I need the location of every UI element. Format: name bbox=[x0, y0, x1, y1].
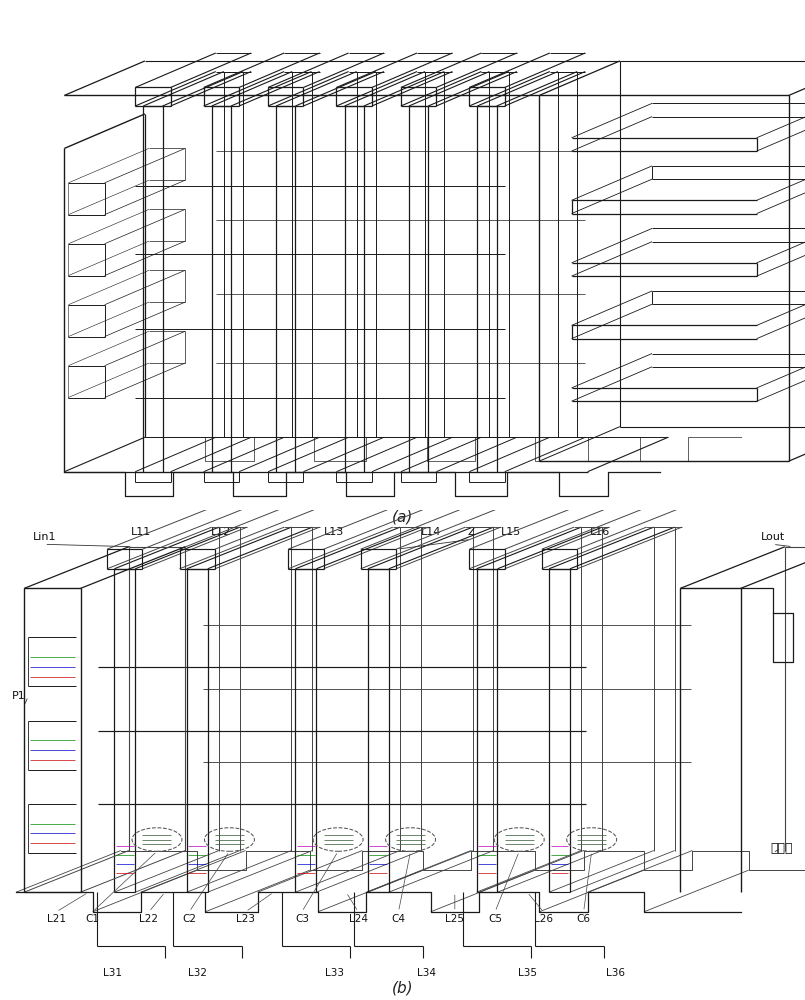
Text: Z: Z bbox=[467, 527, 475, 537]
Text: C2: C2 bbox=[182, 914, 196, 924]
Text: L23: L23 bbox=[236, 914, 255, 924]
Text: C4: C4 bbox=[391, 914, 406, 924]
Text: L33: L33 bbox=[324, 968, 344, 978]
Text: C1: C1 bbox=[85, 914, 100, 924]
Text: 接地端: 接地端 bbox=[770, 842, 793, 855]
Text: L22: L22 bbox=[139, 914, 159, 924]
Text: L24: L24 bbox=[349, 914, 368, 924]
Text: L12: L12 bbox=[211, 527, 232, 537]
Text: L25: L25 bbox=[445, 914, 464, 924]
Text: L21: L21 bbox=[47, 914, 66, 924]
Text: L15: L15 bbox=[501, 527, 522, 537]
Text: C6: C6 bbox=[576, 914, 591, 924]
Text: C5: C5 bbox=[488, 914, 502, 924]
Text: L34: L34 bbox=[417, 968, 436, 978]
Text: L26: L26 bbox=[534, 914, 553, 924]
Text: Lout: Lout bbox=[761, 532, 785, 542]
Text: (a): (a) bbox=[392, 510, 413, 525]
Text: L16: L16 bbox=[589, 527, 610, 537]
Text: L36: L36 bbox=[606, 968, 625, 978]
Text: L14: L14 bbox=[420, 527, 441, 537]
Text: L35: L35 bbox=[518, 968, 537, 978]
Text: Lin1: Lin1 bbox=[32, 532, 56, 542]
Text: L31: L31 bbox=[103, 968, 122, 978]
Text: C3: C3 bbox=[295, 914, 309, 924]
Text: L13: L13 bbox=[324, 527, 345, 537]
Text: L11: L11 bbox=[130, 527, 151, 537]
Text: (b): (b) bbox=[392, 980, 413, 995]
Text: L32: L32 bbox=[188, 968, 207, 978]
Text: P1: P1 bbox=[12, 691, 26, 701]
